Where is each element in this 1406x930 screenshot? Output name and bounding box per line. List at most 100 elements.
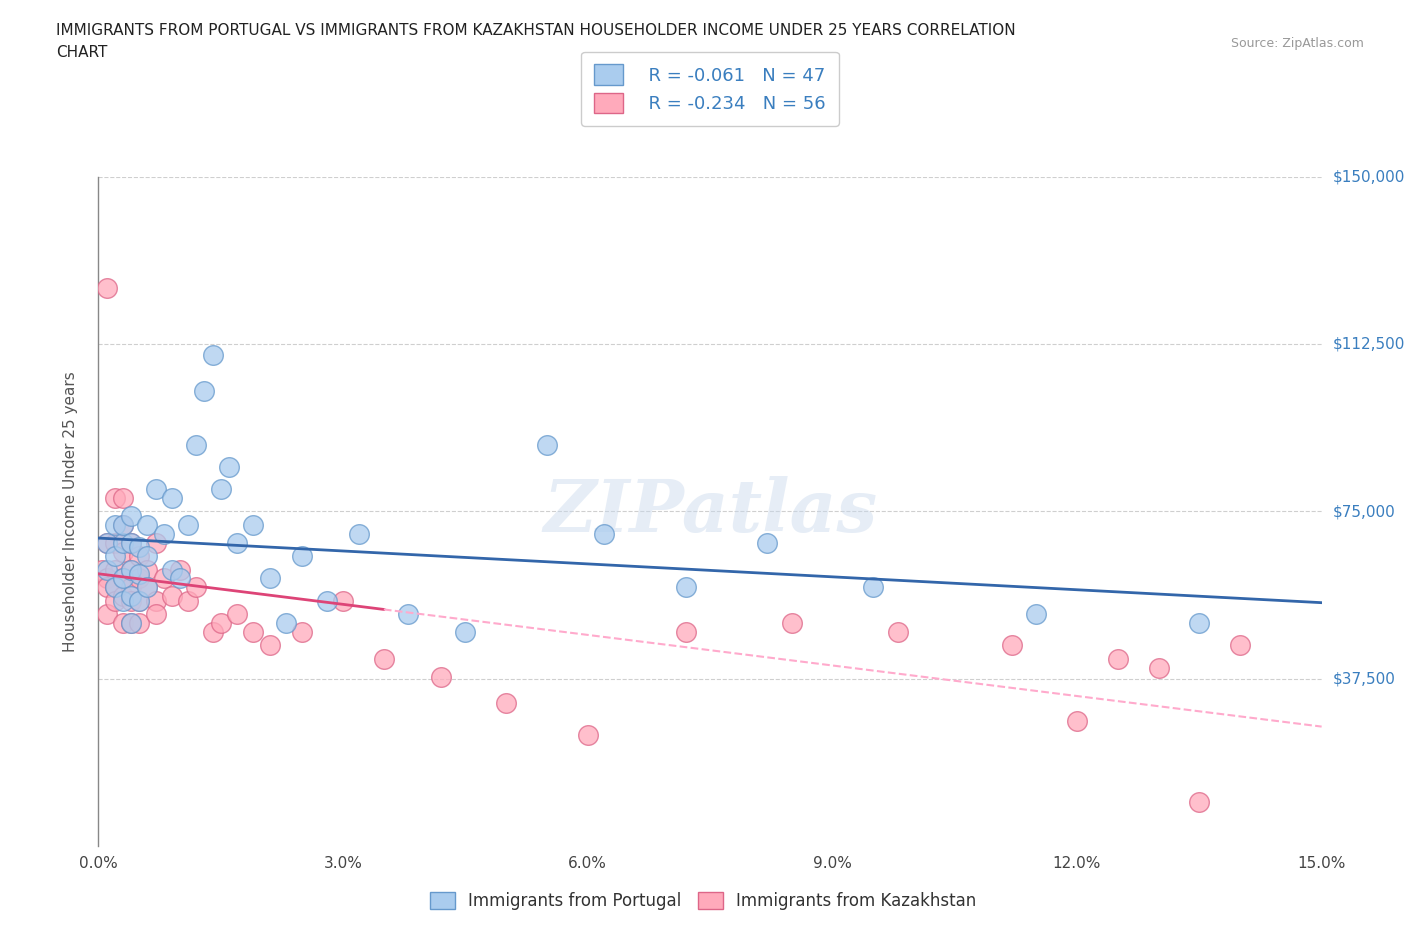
Legend: Immigrants from Portugal, Immigrants from Kazakhstan: Immigrants from Portugal, Immigrants fro… [423,885,983,917]
Point [96,536,118,551]
Point [128,593,150,608]
Point [430,670,453,684]
Point [218,459,240,474]
Text: $150,000: $150,000 [1333,169,1405,184]
Point [120,536,142,551]
Point [1229,638,1251,653]
Point [332,593,354,608]
Point [91,562,114,577]
Point [111,491,134,506]
Text: ZIPatlas: ZIPatlas [543,476,877,547]
Point [120,580,142,595]
Point [259,571,281,586]
Point [128,571,150,586]
Point [136,517,159,532]
Point [1188,616,1211,631]
Point [242,625,264,640]
Point [104,580,127,595]
Point [1001,638,1024,653]
Point [209,616,232,631]
Point [1025,606,1047,621]
Point [226,536,249,551]
Point [120,593,142,608]
Point [120,589,142,604]
Point [315,593,337,608]
Point [128,593,150,608]
Point [111,593,134,608]
Point [193,383,215,398]
Point [96,281,118,296]
Point [136,580,159,595]
Point [152,526,174,541]
Point [226,606,249,621]
Point [242,517,264,532]
Point [536,437,558,452]
Point [145,536,167,551]
Point [886,625,908,640]
Point [96,571,118,586]
Point [120,509,142,524]
Point [104,491,127,506]
Point [291,549,314,564]
Point [177,593,200,608]
Point [259,638,281,653]
Point [145,606,167,621]
Point [201,625,224,640]
Point [373,651,395,666]
Point [111,571,134,586]
Point [96,580,118,595]
Point [160,491,183,506]
Point [111,517,134,532]
Point [128,549,150,564]
Point [136,580,159,595]
Point [349,526,371,541]
Text: CHART: CHART [56,45,108,60]
Point [128,539,150,554]
Point [862,580,884,595]
Point [120,616,142,631]
Point [1107,651,1129,666]
Point [160,589,183,604]
Point [120,616,142,631]
Text: $112,500: $112,500 [1333,337,1405,352]
Point [209,482,232,497]
Point [756,536,779,551]
Point [291,625,314,640]
Point [145,593,167,608]
Point [96,536,118,551]
Text: IMMIGRANTS FROM PORTUGAL VS IMMIGRANTS FROM KAZAKHSTAN HOUSEHOLDER INCOME UNDER : IMMIGRANTS FROM PORTUGAL VS IMMIGRANTS F… [56,23,1017,38]
Point [111,571,134,586]
Point [136,562,159,577]
Point [675,625,697,640]
Point [104,517,127,532]
Point [120,562,142,577]
Point [111,517,134,532]
Point [104,580,127,595]
Point [169,571,191,586]
Point [104,549,127,564]
Point [111,589,134,604]
Point [111,536,134,551]
Point [177,517,200,532]
Point [396,606,419,621]
Text: $37,500: $37,500 [1333,671,1396,686]
Point [593,526,616,541]
Point [128,566,150,581]
Y-axis label: Householder Income Under 25 years: Householder Income Under 25 years [63,371,77,652]
Point [120,536,142,551]
Point [96,562,118,577]
Point [136,549,159,564]
Point [152,571,174,586]
Point [1147,660,1170,675]
Point [145,482,167,497]
Point [104,536,127,551]
Point [780,616,803,631]
Point [120,562,142,577]
Point [274,616,297,631]
Legend:   R = -0.061   N = 47,   R = -0.234   N = 56: R = -0.061 N = 47, R = -0.234 N = 56 [582,52,838,126]
Text: Source: ZipAtlas.com: Source: ZipAtlas.com [1230,37,1364,50]
Point [1188,794,1211,809]
Point [454,625,477,640]
Point [186,580,208,595]
Point [201,348,224,363]
